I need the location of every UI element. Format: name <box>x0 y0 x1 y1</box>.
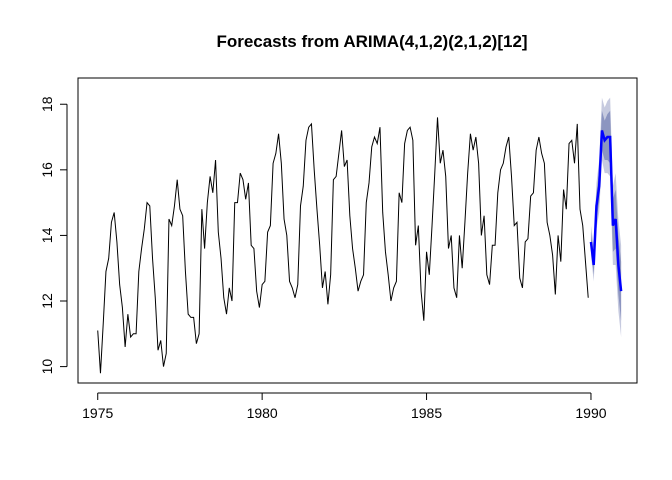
forecast-mean-line <box>589 130 623 292</box>
y-tick-label: 12 <box>39 293 55 309</box>
y-axis: 10 12 14 16 18 <box>39 96 68 375</box>
x-axis: 1975 1980 1985 1990 <box>82 392 607 421</box>
y-tick-label: 14 <box>39 227 55 243</box>
x-tick-label: 1975 <box>82 405 113 421</box>
observed-series-line <box>97 117 589 374</box>
plot-area-frame <box>77 77 638 384</box>
chart-title: Forecasts from ARIMA(4,1,2)(2,1,2)[12] <box>216 32 527 51</box>
x-tick-label: 1985 <box>411 405 442 421</box>
x-tick-label: 1980 <box>247 405 278 421</box>
y-tick-label: 16 <box>39 162 55 178</box>
x-tick-label: 1990 <box>575 405 606 421</box>
y-tick-label: 18 <box>39 96 55 112</box>
y-tick-label: 10 <box>39 359 55 375</box>
